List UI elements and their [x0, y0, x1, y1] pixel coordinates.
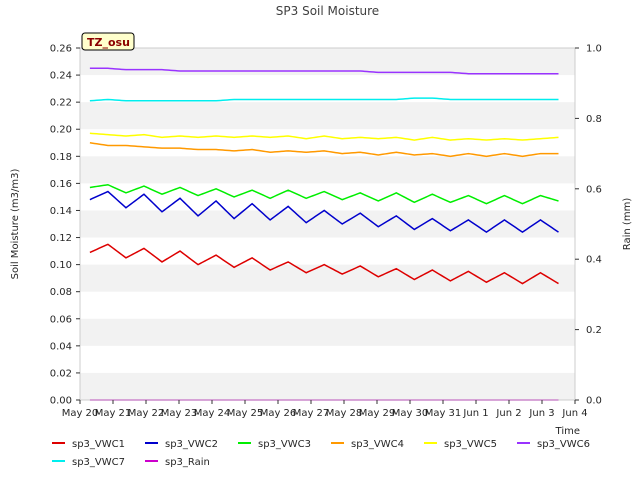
- x-tick-label: May 28: [326, 408, 363, 419]
- site-tag-box: [81, 32, 135, 51]
- grid-band: [80, 318, 575, 346]
- x-tick-label: May 29: [359, 408, 396, 419]
- legend-label-sp3_VWC5: sp3_VWC5: [444, 439, 497, 450]
- grid-band: [80, 264, 575, 292]
- legend-label-sp3_VWC3: sp3_VWC3: [258, 439, 311, 450]
- y-tick-label: 0.18: [50, 152, 72, 163]
- x-tick-label: May 21: [95, 408, 132, 419]
- x-tick-label: Jun 2: [495, 408, 521, 419]
- series-line-sp3_VWC5: [89, 132, 559, 141]
- y-axis-title: Soil Moisture (m3/m3): [10, 169, 21, 280]
- grid-band: [80, 210, 575, 238]
- y2-tick-label: 0.2: [586, 325, 602, 336]
- site-tag-label: TZ_osu: [87, 36, 130, 49]
- y2-tick-label: 0.6: [586, 184, 602, 195]
- site-tag: TZ_osu: [81, 32, 135, 51]
- series-line-sp3_VWC7: [89, 97, 559, 102]
- y2-tick-label: 0.4: [586, 255, 602, 266]
- legend-label-sp3_VWC2: sp3_VWC2: [165, 439, 218, 450]
- series-line-sp3_VWC6: [89, 67, 559, 75]
- x-tick-label: May 20: [62, 408, 99, 419]
- y-tick-label: 0.14: [50, 206, 72, 217]
- x-tick-label: May 26: [260, 408, 297, 419]
- chart-title: SP3 Soil Moisture: [276, 4, 379, 18]
- y-tick-label: 0.20: [50, 125, 72, 136]
- legend-label-sp3_VWC4: sp3_VWC4: [351, 439, 404, 450]
- y-tick-label: 0.12: [50, 233, 72, 244]
- x-tick-label: May 27: [293, 408, 330, 419]
- x-axis-title: Time: [555, 426, 580, 437]
- y-tick-label: 0.16: [50, 179, 72, 190]
- y-tick-label: 0.02: [50, 368, 72, 379]
- series-layer: [89, 67, 559, 401]
- y-tick-label: 0.06: [50, 314, 72, 325]
- y-tick-label: 0.24: [50, 71, 72, 82]
- y-tick-label: 0.00: [50, 396, 72, 407]
- legend: sp3_VWC1 sp3_VWC2 sp3_VWC3 sp3_VWC4 sp3_VWC5…: [52, 439, 590, 468]
- series-line-sp3_VWC4: [89, 142, 559, 158]
- x-tick-label: May 23: [161, 408, 198, 419]
- x-tick-label: May 22: [128, 408, 165, 419]
- x-tick-label: May 31: [425, 408, 462, 419]
- y-tick-label: 0.04: [50, 341, 72, 352]
- y-tick-label: 0.26: [50, 44, 72, 55]
- series-line-sp3_VWC1: [89, 243, 559, 285]
- y-axis-left: 0.00 0.02 0.04 0.06 0.08 0.10 0.12 0.14 0.16 0.18…: [50, 44, 80, 407]
- x-tick-label: May 30: [392, 408, 429, 419]
- legend-label-sp3_VWC7: sp3_VWC7: [72, 457, 125, 468]
- y2-tick-label: 1.0: [586, 44, 602, 55]
- y-tick-label: 0.08: [50, 287, 72, 298]
- y-tick-label: 0.22: [50, 98, 72, 109]
- x-tick-label: Jun 1: [462, 408, 488, 419]
- y2-axis-title: Rain (mm): [622, 198, 633, 251]
- series-line-sp3_VWC2: [89, 190, 559, 234]
- x-tick-label: May 24: [194, 408, 231, 419]
- x-tick-label: Jun 4: [561, 408, 587, 419]
- legend-label-sp3_Rain: sp3_Rain: [165, 457, 210, 468]
- y2-tick-label: 0.0: [586, 396, 602, 407]
- x-tick-label: Jun 3: [528, 408, 554, 419]
- y-axis-right: 0.0 0.2 0.4 0.6 0.8 1.0: [575, 44, 602, 407]
- grid-band: [80, 102, 575, 130]
- grid-band: [80, 156, 575, 184]
- plot-frame: [79, 47, 576, 401]
- series-line-sp3_VWC3: [89, 183, 559, 205]
- legend-label-sp3_VWC1: sp3_VWC1: [72, 439, 125, 450]
- legend-label-sp3_VWC6: sp3_VWC6: [537, 439, 590, 450]
- y-tick-label: 0.10: [50, 260, 72, 271]
- x-tick-label: May 25: [227, 408, 264, 419]
- y2-tick-label: 0.8: [586, 114, 602, 125]
- grid-band: [80, 372, 575, 400]
